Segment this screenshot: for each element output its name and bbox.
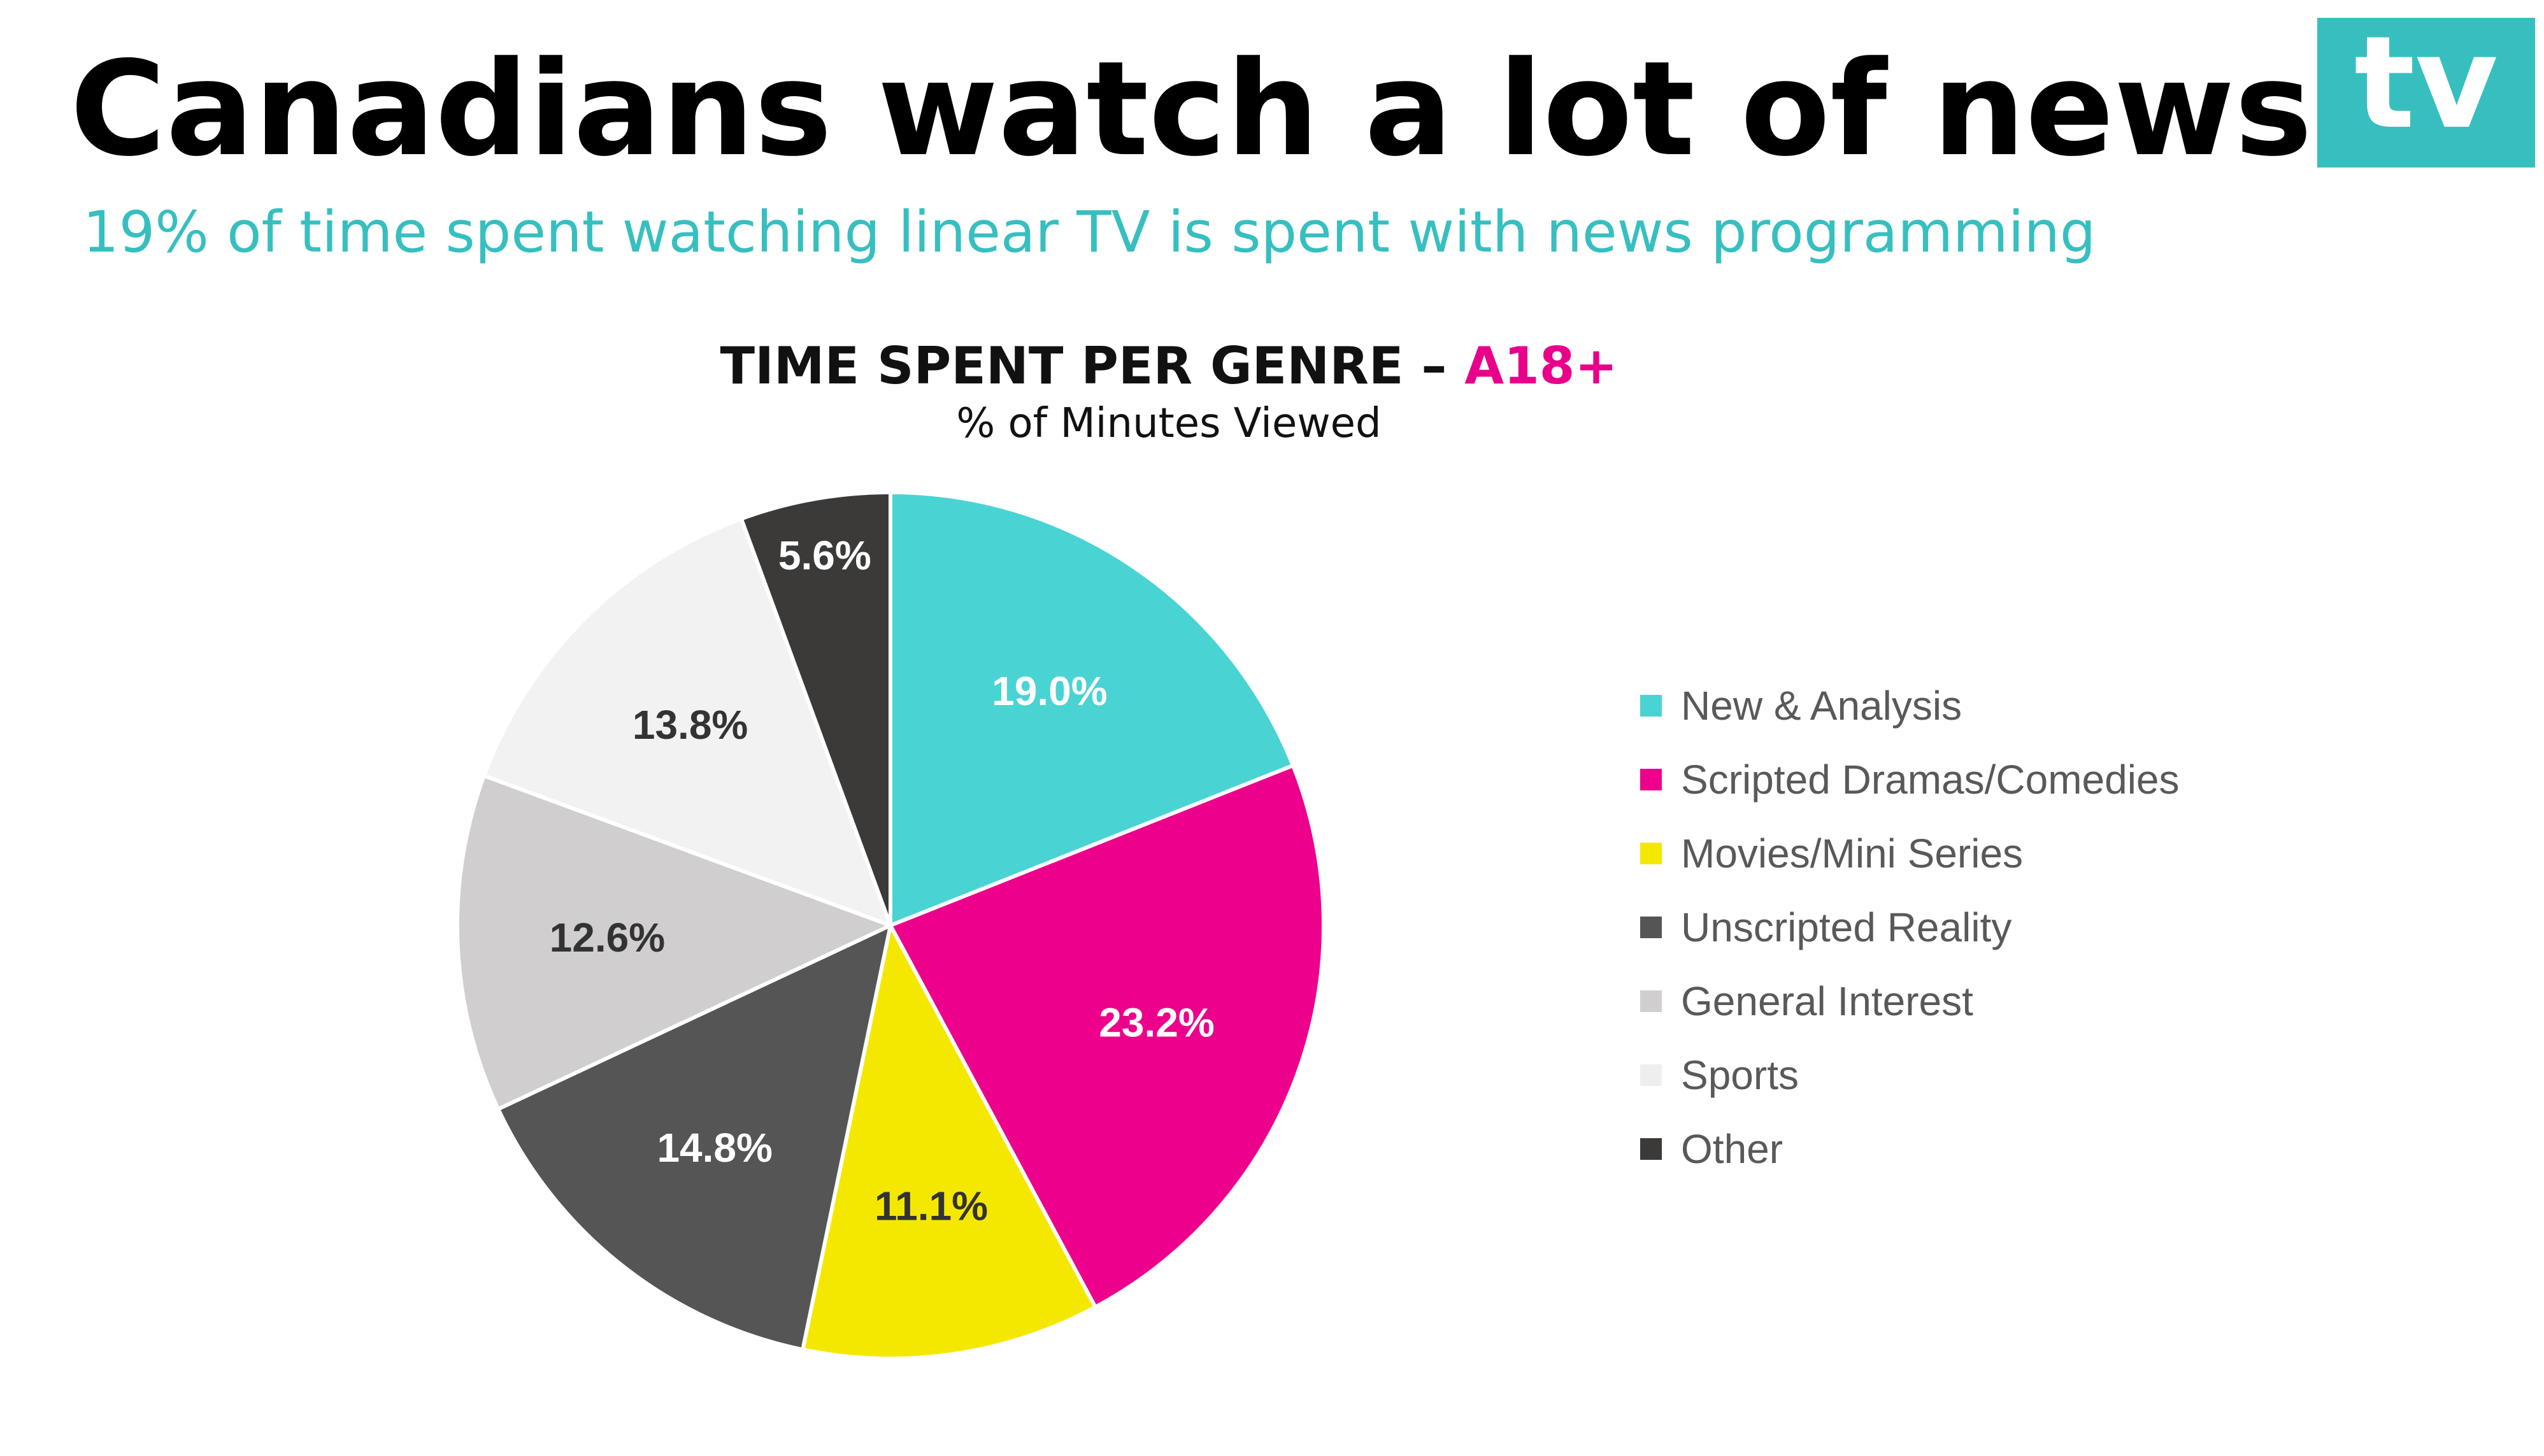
- pie-slice-0: [889, 490, 1295, 927]
- legend-swatch-5: [1640, 1064, 1662, 1086]
- legend-label-1: Scripted Dramas/Comedies: [1681, 757, 2180, 803]
- pie-data-label-3: 14.8%: [657, 1125, 772, 1171]
- legend-swatch-0: [1640, 695, 1662, 717]
- legend-swatch-3: [1640, 917, 1662, 938]
- chart-legend: New & Analysis Scripted Dramas/Comedies Mo…: [1640, 669, 2180, 1186]
- pie-data-label-5: 13.8%: [632, 702, 748, 748]
- pie-data-label-6: 5.6%: [778, 532, 871, 578]
- pie-slice-3: [496, 924, 892, 1352]
- legend-swatch-2: [1640, 843, 1662, 864]
- legend-label-3: Unscripted Reality: [1681, 904, 2012, 950]
- pie-data-label-4: 12.6%: [550, 915, 665, 960]
- legend-item-0: New & Analysis: [1640, 669, 2180, 743]
- legend-swatch-1: [1640, 769, 1662, 790]
- pie-slice-1: [889, 763, 1326, 1310]
- headline: Canadians watch a lot of news on: [70, 34, 2541, 185]
- chart-title-main: TIME SPENT PER GENRE: [720, 336, 1404, 396]
- pie-slice-4: [455, 773, 892, 1111]
- legend-label-2: Movies/Mini Series: [1681, 831, 2024, 876]
- pie-slice-6: [739, 490, 892, 927]
- chart-title: TIME SPENT PER GENRE – A18+: [701, 336, 1637, 396]
- legend-item-5: Sports: [1640, 1038, 2180, 1112]
- pie-slice-5: [482, 517, 892, 927]
- legend-swatch-4: [1640, 990, 1662, 1012]
- chart-subtitle: % of Minutes Viewed: [956, 400, 1382, 447]
- subtitle: 19% of time spent watching linear TV is …: [83, 199, 2096, 265]
- legend-item-4: General Interest: [1640, 964, 2180, 1038]
- legend-item-3: Unscripted Reality: [1640, 890, 2180, 964]
- legend-label-0: New & Analysis: [1681, 683, 1962, 729]
- legend-item-2: Movies/Mini Series: [1640, 817, 2180, 890]
- chart-title-accent: A18+: [1464, 336, 1618, 396]
- pie-slice-2: [801, 924, 1097, 1360]
- legend-label-6: Other: [1681, 1126, 1783, 1172]
- pie-data-label-1: 23.2%: [1099, 1000, 1214, 1046]
- tv-logo: tv: [2317, 18, 2535, 168]
- pie-data-label-0: 19.0%: [992, 668, 1107, 714]
- legend-label-5: Sports: [1681, 1052, 1799, 1098]
- chart-title-separator: –: [1421, 336, 1447, 396]
- legend-item-6: Other: [1640, 1112, 2180, 1186]
- tv-logo-text: tv: [2354, 8, 2498, 157]
- legend-swatch-6: [1640, 1138, 1662, 1160]
- legend-label-4: General Interest: [1681, 978, 1973, 1024]
- legend-item-1: Scripted Dramas/Comedies: [1640, 743, 2180, 817]
- pie-data-label-2: 11.1%: [875, 1183, 988, 1229]
